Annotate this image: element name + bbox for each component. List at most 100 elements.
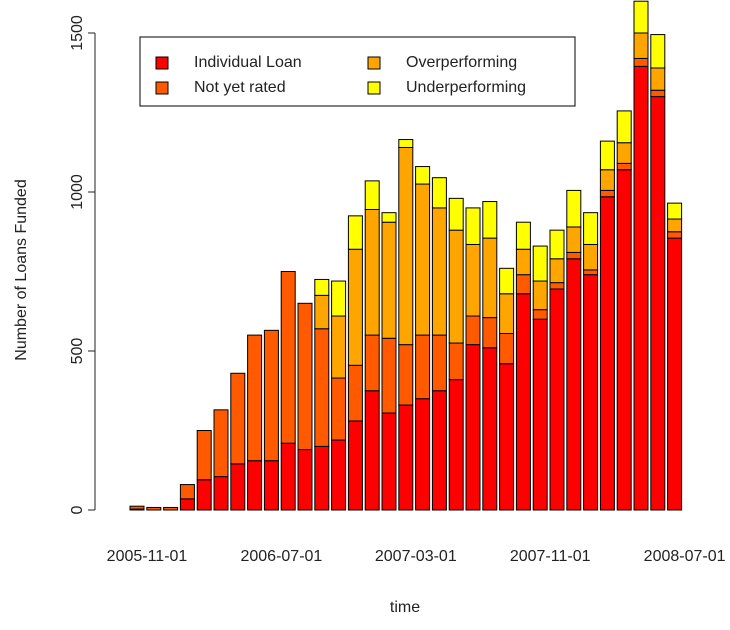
- bar-segment: [179, 498, 195, 511]
- bar-segment: [549, 258, 565, 284]
- bar-segment: [381, 212, 397, 223]
- bar-segment: [448, 229, 464, 344]
- bar-segment: [599, 189, 615, 198]
- bar-segment: [347, 215, 363, 250]
- bar-segment: [331, 377, 347, 441]
- bar-segment: [599, 169, 615, 191]
- bar-segment: [532, 318, 548, 511]
- bar-segment: [667, 202, 683, 220]
- legend-swatch: [367, 81, 381, 95]
- bar-segment: [196, 430, 212, 481]
- bar-segment: [364, 208, 380, 336]
- legend-label: Not yet rated: [194, 79, 286, 96]
- y-tick-label: 1000: [69, 174, 86, 210]
- bar-segment: [196, 479, 212, 511]
- bar-segment: [213, 409, 229, 478]
- bar-segment: [465, 344, 481, 511]
- y-tick-label: 0: [69, 505, 86, 514]
- bar-segment: [431, 390, 447, 511]
- bar-segment: [616, 142, 632, 164]
- legend-label: Individual Loan: [194, 54, 302, 71]
- bar-segment: [616, 110, 632, 144]
- bar-segment: [381, 412, 397, 511]
- legend-swatch: [155, 81, 169, 95]
- bar-segment: [347, 248, 363, 366]
- bar-segment: [583, 269, 599, 276]
- bar-segment: [398, 146, 414, 346]
- bar-segment: [616, 162, 632, 171]
- bar-segment: [314, 294, 330, 330]
- bar-segment: [431, 177, 447, 209]
- bar-segment: [566, 251, 582, 260]
- bar-segment: [499, 267, 515, 295]
- bar-segment: [599, 196, 615, 511]
- bar-segment: [549, 229, 565, 260]
- bar-segment: [482, 201, 498, 239]
- bar-segment: [549, 282, 565, 290]
- bar-segment: [549, 288, 565, 511]
- bar-segment: [398, 139, 414, 148]
- bar-segment: [331, 439, 347, 511]
- bar-segment: [482, 347, 498, 511]
- bar-segment: [482, 317, 498, 349]
- x-tick-label: 2007-03-01: [375, 548, 457, 565]
- x-axis-label: time: [390, 599, 420, 616]
- bar-segment: [650, 34, 666, 69]
- bar-segment: [583, 243, 599, 271]
- bar-segment: [179, 484, 195, 500]
- legend-label: Overperforming: [406, 54, 517, 71]
- x-tick-label: 2005-11-01: [107, 548, 188, 565]
- bar-segment: [398, 344, 414, 406]
- bar-segment: [515, 221, 531, 250]
- bar-segment: [465, 315, 481, 346]
- bar-segment: [314, 445, 330, 511]
- bar-segment: [667, 237, 683, 511]
- y-tick-label: 1500: [69, 15, 86, 51]
- bar-segment: [364, 180, 380, 210]
- bar-segment: [415, 334, 431, 400]
- bar-segment: [415, 183, 431, 336]
- bar-segment: [667, 231, 683, 239]
- bar-segment: [129, 505, 145, 510]
- x-tick-label: 2007-11-01: [510, 548, 591, 565]
- bar-segment: [398, 404, 414, 511]
- legend-label: Underperforming: [406, 79, 526, 96]
- bar-segment: [515, 248, 531, 276]
- bar-segment: [230, 372, 246, 465]
- bar-segment: [415, 398, 431, 511]
- bar-segment: [213, 476, 229, 511]
- bar-segment: [381, 337, 397, 414]
- bar-segment: [499, 363, 515, 511]
- bar-segment: [448, 379, 464, 511]
- bar-segment: [347, 364, 363, 422]
- bar-segment: [247, 460, 263, 511]
- bar-segment: [415, 166, 431, 185]
- bar-segment: [465, 243, 481, 317]
- bar-segment: [364, 390, 380, 511]
- bar-segment: [650, 67, 666, 91]
- bar-segment: [566, 189, 582, 228]
- bar-segment: [650, 96, 666, 511]
- y-tick-label: 500: [69, 338, 86, 365]
- bar-segment: [331, 315, 347, 379]
- bar-segment: [431, 334, 447, 392]
- bar-segment: [263, 329, 279, 462]
- bar-segment: [431, 207, 447, 336]
- bar-segment: [230, 463, 246, 511]
- x-tick-label: 2006-07-01: [240, 548, 322, 565]
- bar-segment: [146, 506, 162, 511]
- legend-swatch: [155, 56, 169, 70]
- bar-segment: [616, 169, 632, 511]
- bar-segment: [532, 309, 548, 320]
- bar-segment: [633, 57, 649, 67]
- bar-segment: [499, 293, 515, 335]
- bar-segment: [448, 342, 464, 381]
- bar-segment: [163, 506, 179, 511]
- bar-segment: [515, 293, 531, 511]
- bar-segment: [331, 280, 347, 317]
- bar-segment: [247, 334, 263, 462]
- bar-segment: [465, 207, 481, 245]
- bar-segment: [280, 442, 296, 511]
- bar-segment: [280, 271, 296, 444]
